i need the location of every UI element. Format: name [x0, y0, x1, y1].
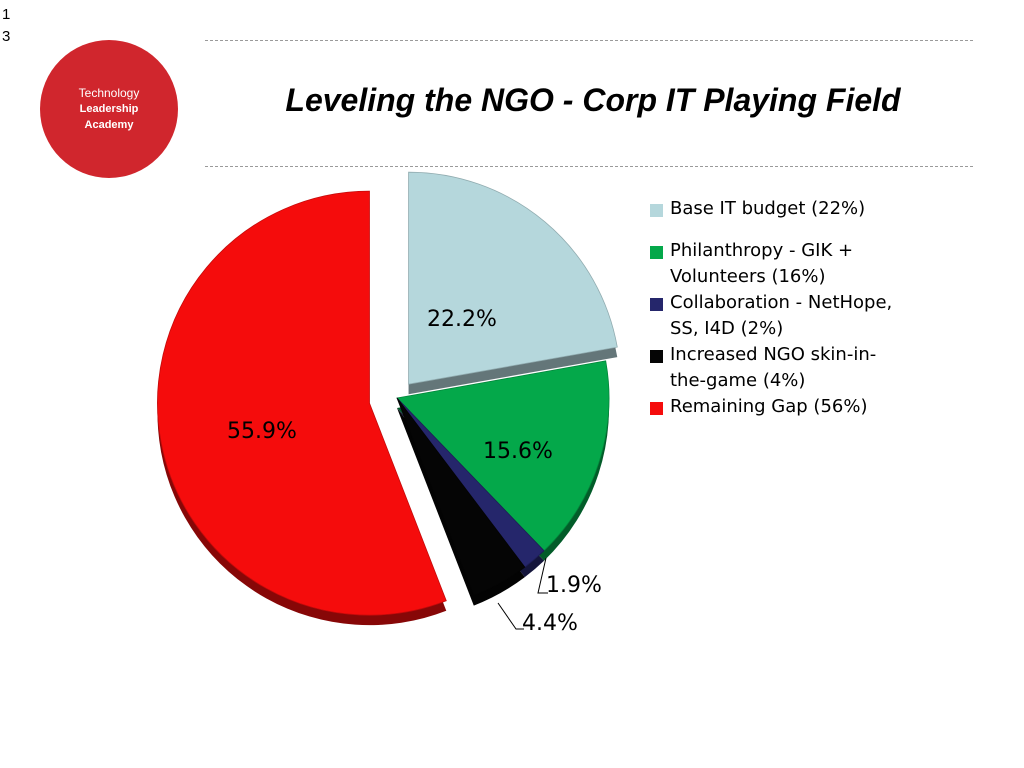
legend-item: Philanthropy - GIK + Volunteers (16%) — [650, 238, 900, 290]
legend-swatch — [650, 298, 663, 311]
chart-legend: Base IT budget (22%) Philanthropy - GIK +… — [650, 196, 900, 420]
pie-slice — [157, 190, 447, 616]
data-label: 1.9% — [546, 573, 602, 598]
legend-label: Increased NGO skin-in-the-game (4%) — [670, 344, 877, 391]
slide-number-line: 1 — [2, 6, 11, 23]
data-label: 4.4% — [522, 611, 578, 636]
data-label: 22.2% — [427, 307, 497, 332]
legend-item: Increased NGO skin-in-the-game (4%) — [650, 342, 900, 394]
page-title: Leveling the NGO - Corp IT Playing Field — [285, 82, 901, 118]
legend-label: Collaboration - NetHope, SS, I4D (2%) — [670, 292, 893, 339]
logo-line-technology: Technology — [78, 86, 140, 100]
bottom-divider — [205, 166, 973, 167]
pie-slice — [408, 171, 618, 385]
data-label: 55.9% — [227, 419, 297, 444]
academy-logo: Technology Leadership Academy — [40, 40, 178, 178]
legend-item: Remaining Gap (56%) — [650, 394, 900, 420]
legend-item: Collaboration - NetHope, SS, I4D (2%) — [650, 290, 900, 342]
legend-label: Philanthropy - GIK + Volunteers (16%) — [670, 240, 854, 287]
data-label-leader-line — [497, 602, 524, 630]
legend-item: Base IT budget (22%) — [650, 196, 900, 222]
data-label-leader-line — [537, 557, 548, 594]
legend-swatch — [650, 246, 663, 259]
data-label: 15.6% — [483, 439, 553, 464]
slide-number: 1 3 — [2, 4, 10, 48]
slide-number-line: 3 — [2, 28, 11, 45]
legend-swatch — [650, 204, 663, 217]
legend-label: Base IT budget (22%) — [670, 198, 866, 219]
logo-line-academy: Academy — [84, 119, 134, 131]
top-divider — [205, 40, 973, 41]
legend-swatch — [650, 402, 663, 415]
pie-slice — [396, 360, 610, 552]
pie-slice — [396, 397, 526, 597]
legend-label: Remaining Gap (56%) — [670, 396, 868, 417]
logo-line-leadership: Leadership — [79, 103, 139, 115]
legend-swatch — [650, 350, 663, 363]
